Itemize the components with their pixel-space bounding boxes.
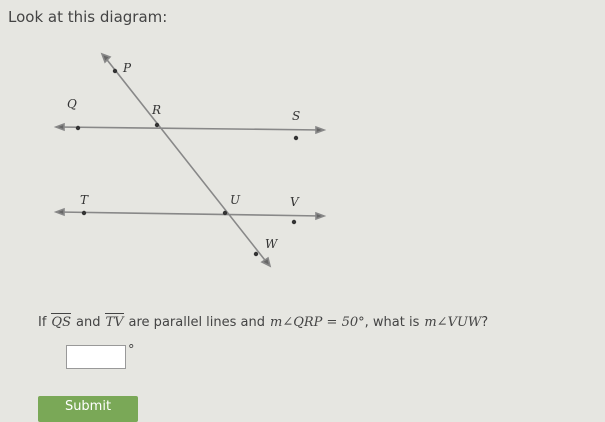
point-label: Q [67, 97, 77, 111]
arrow [260, 256, 272, 268]
text: If [38, 315, 47, 330]
point-label: R [151, 103, 161, 117]
text: ? [481, 315, 489, 330]
prompt: Look at this diagram: [8, 8, 168, 26]
math: m∠VUW [424, 315, 482, 330]
question: If QS and TV are parallel lines and m∠QRP = 5… [38, 313, 493, 330]
line-qs [57, 126, 323, 131]
unit: ° [128, 343, 135, 358]
answer-input[interactable] [66, 345, 126, 369]
line-tv [57, 211, 323, 217]
arrow [53, 122, 65, 132]
point-label: V [290, 195, 300, 209]
point-label: S [292, 109, 300, 123]
arrow [315, 125, 327, 135]
point-label: U [230, 193, 241, 207]
math: m∠QRP = 50° [270, 315, 365, 330]
arrow [53, 207, 65, 217]
arrow [315, 211, 327, 221]
text: and [76, 315, 101, 330]
text: are parallel lines and [128, 315, 266, 330]
point-label: W [265, 237, 279, 251]
point-label: P [122, 61, 132, 75]
line-name: QS [51, 313, 71, 330]
point-label: T [80, 193, 89, 207]
submit-button[interactable]: Submit [38, 396, 138, 422]
line-name: TV [105, 313, 124, 330]
arrow [100, 52, 112, 64]
text: , what is [364, 315, 420, 330]
transversal [103, 55, 269, 265]
